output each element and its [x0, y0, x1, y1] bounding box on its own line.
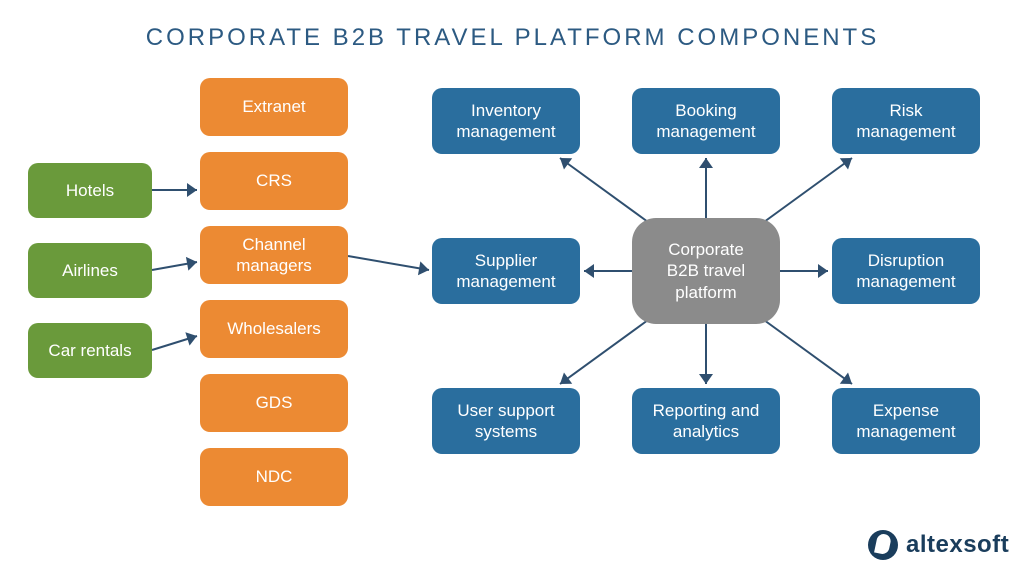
- node-extranet: Extranet: [200, 78, 348, 136]
- node-carrentals: Car rentals: [28, 323, 152, 378]
- node-booking: Booking management: [632, 88, 780, 154]
- diagram-title: CORPORATE B2B TRAVEL PLATFORM COMPONENTS: [0, 24, 1025, 52]
- node-hotels: Hotels: [28, 163, 152, 218]
- node-channel: Channel managers: [200, 226, 348, 284]
- logo-icon: [868, 530, 898, 560]
- node-inventory: Inventory management: [432, 88, 580, 154]
- node-expense: Expense management: [832, 388, 980, 454]
- node-reporting: Reporting and analytics: [632, 388, 780, 454]
- logo-text: altexsoft: [906, 531, 1009, 559]
- node-ndc: NDC: [200, 448, 348, 506]
- node-wholesalers: Wholesalers: [200, 300, 348, 358]
- diagram-stage: CORPORATE B2B TRAVEL PLATFORM COMPONENTS…: [0, 0, 1025, 577]
- node-supplier: Supplier management: [432, 238, 580, 304]
- node-usersupport: User support systems: [432, 388, 580, 454]
- node-airlines: Airlines: [28, 243, 152, 298]
- node-disruption: Disruption management: [832, 238, 980, 304]
- node-hub: Corporate B2B travel platform: [632, 218, 780, 324]
- node-gds: GDS: [200, 374, 348, 432]
- node-crs: CRS: [200, 152, 348, 210]
- node-risk: Risk management: [832, 88, 980, 154]
- brand-logo: altexsoft: [868, 530, 1009, 560]
